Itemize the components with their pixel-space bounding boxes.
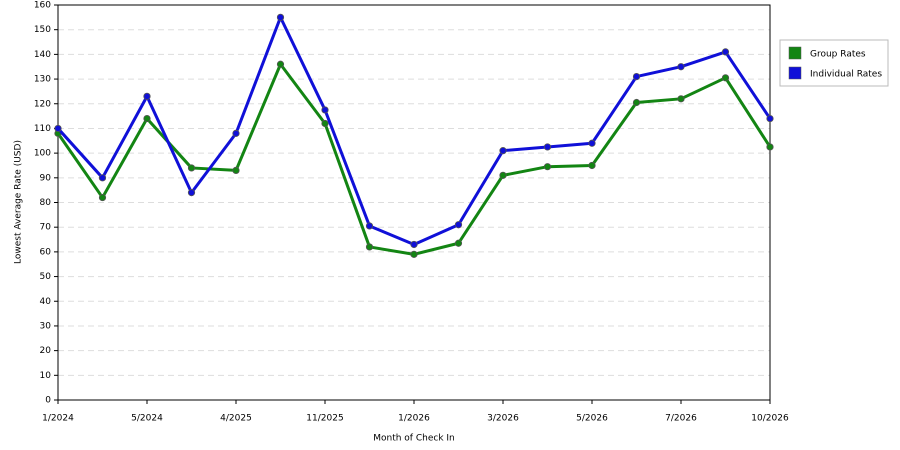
data-point: [721, 74, 730, 82]
y-tick-label: 70: [40, 223, 52, 233]
y-tick-label: 60: [40, 247, 52, 257]
data-point: [632, 72, 641, 81]
data-point: [187, 164, 196, 172]
data-point: [677, 63, 685, 71]
data-point: [276, 60, 285, 68]
data-point: [677, 95, 685, 103]
data-point: [454, 239, 463, 247]
data-point: [499, 147, 507, 155]
data-point: [588, 139, 596, 147]
y-tick-label: 140: [34, 50, 51, 60]
data-point: [543, 143, 552, 151]
data-point: [632, 98, 641, 107]
x-tick-label: 11/2025: [306, 414, 343, 424]
data-point: [54, 124, 62, 133]
data-point: [365, 243, 374, 251]
x-tick-label: 10/2026: [751, 414, 789, 424]
y-tick-label: 30: [40, 321, 52, 331]
y-tick-label: 20: [40, 346, 52, 356]
data-point: [766, 143, 774, 151]
x-tick-label: 4/2025: [220, 414, 252, 424]
x-tick-label: 1/2024: [42, 414, 74, 424]
data-point: [410, 240, 418, 249]
y-tick-label: 80: [40, 198, 52, 208]
y-axis-label: Lowest Average Rate (USD): [14, 140, 24, 264]
data-point: [232, 166, 240, 175]
data-point: [410, 250, 418, 258]
data-point: [321, 119, 329, 128]
data-point: [143, 114, 151, 123]
data-point: [187, 189, 196, 197]
y-tick-label: 90: [40, 173, 52, 183]
y-tick-label: 130: [34, 75, 51, 85]
legend-swatch: [788, 66, 802, 80]
series-line: [56, 62, 772, 256]
data-point: [454, 221, 463, 229]
y-tick-label: 120: [34, 99, 51, 109]
data-point: [588, 161, 596, 170]
y-tick-label: 50: [40, 272, 52, 282]
x-tick-label: 5/2024: [131, 414, 163, 424]
y-tick-label: 0: [45, 396, 51, 406]
data-point: [276, 13, 285, 21]
data-point: [365, 222, 374, 230]
data-point: [499, 171, 507, 179]
x-tick-label: 5/2026: [576, 414, 608, 424]
x-tick-label: 7/2026: [665, 414, 697, 424]
x-tick-label: 1/2026: [398, 414, 430, 424]
legend-label: Group Rates: [810, 50, 866, 60]
data-point: [766, 114, 774, 123]
data-point: [143, 92, 151, 100]
legend-label: Individual Rates: [810, 70, 882, 80]
x-axis-label: Month of Check In: [373, 434, 455, 444]
series-line: [56, 15, 772, 246]
data-point: [98, 174, 107, 182]
data-point: [543, 163, 552, 171]
legend-swatch: [788, 46, 802, 60]
x-tick-label: 3/2026: [487, 414, 519, 424]
y-tick-label: 110: [34, 124, 51, 134]
y-tick-label: 10: [40, 371, 52, 381]
y-tick-label: 160: [34, 1, 51, 11]
data-point: [721, 48, 730, 56]
y-tick-label: 150: [34, 25, 51, 35]
y-tick-label: 40: [40, 297, 52, 307]
y-tick-label: 100: [34, 149, 51, 159]
data-point: [232, 129, 240, 137]
data-point: [321, 106, 329, 114]
data-point: [98, 193, 107, 202]
